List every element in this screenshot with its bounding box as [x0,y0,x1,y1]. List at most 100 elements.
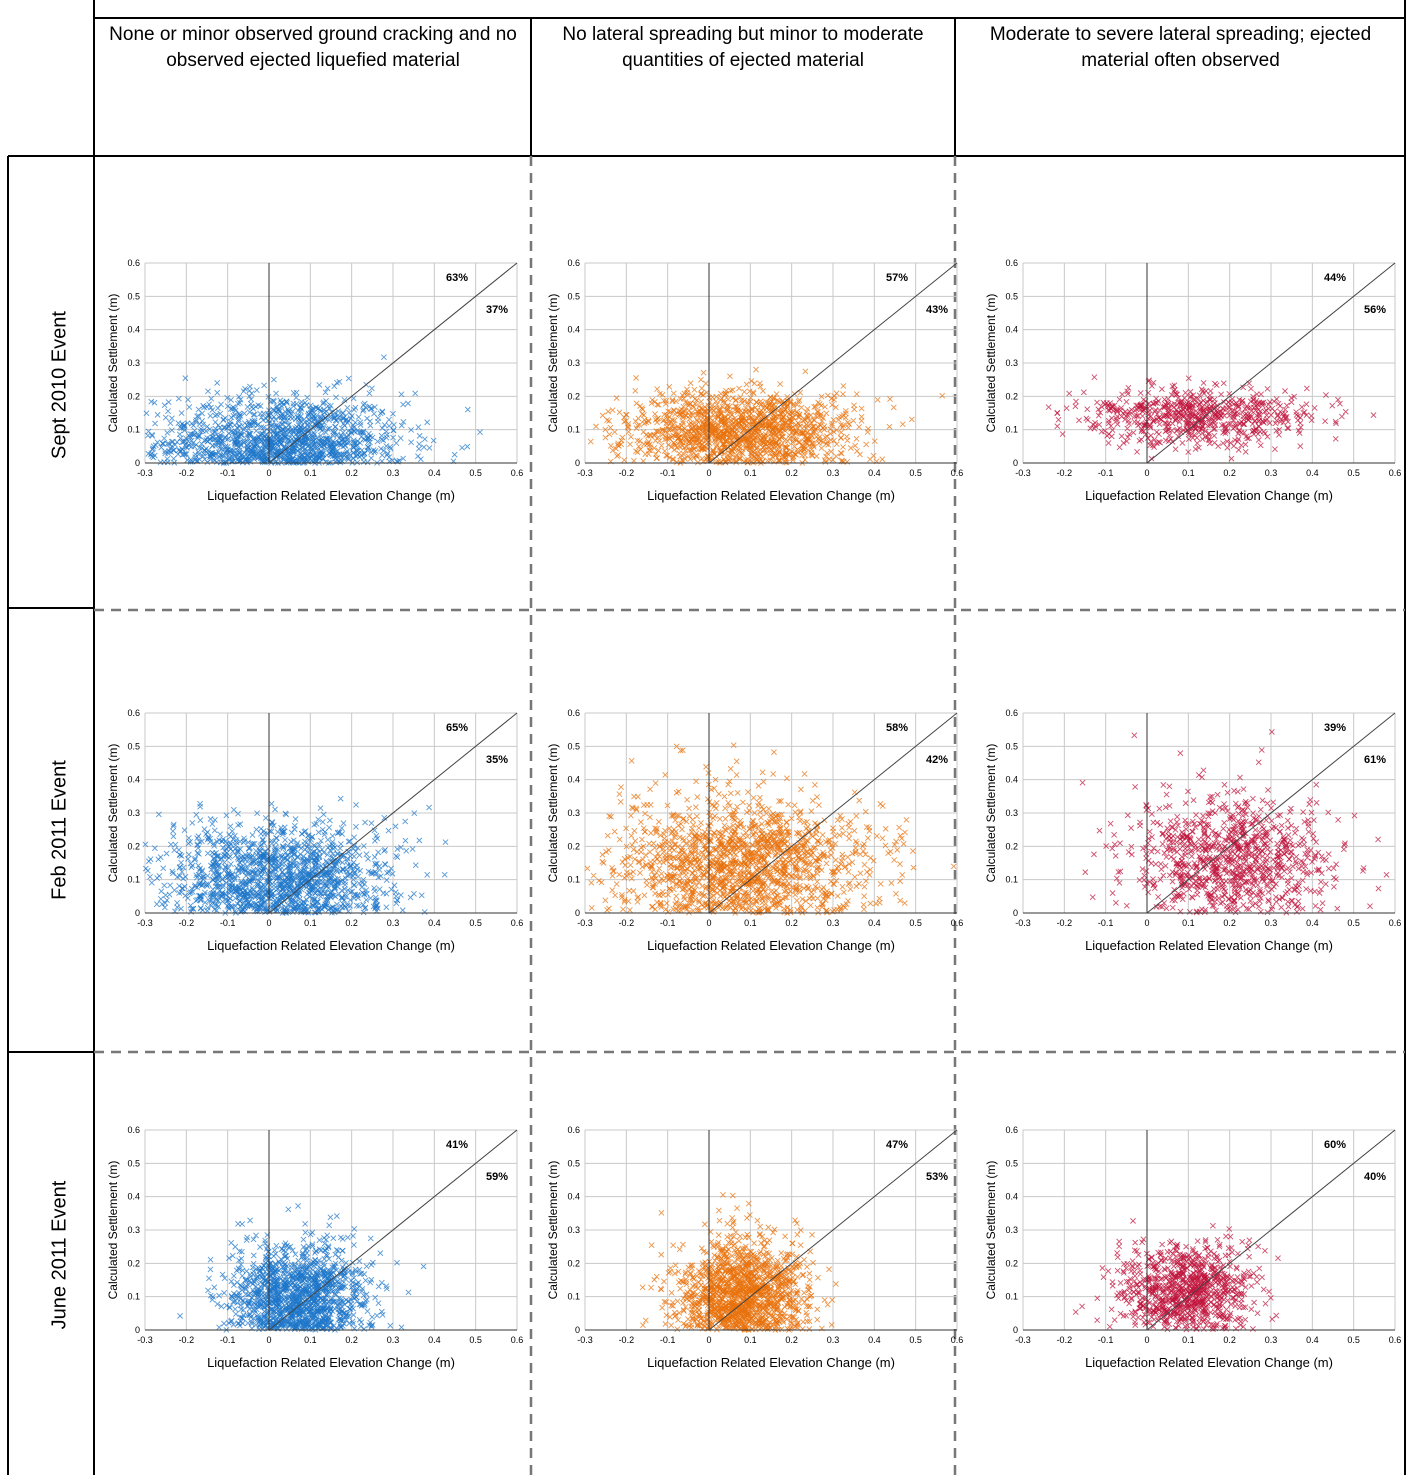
data-point [207,839,214,845]
data-point [400,401,407,408]
data-point [256,860,263,867]
data-point [344,887,351,894]
data-point [676,450,683,457]
data-point [253,826,260,833]
data-point [1130,429,1137,436]
data-point [326,417,333,423]
data-point [191,443,198,450]
data-point [663,452,670,459]
data-point [747,414,754,421]
data-point [430,437,437,444]
data-point [656,438,663,444]
data-point [215,853,221,860]
data-point [177,863,183,870]
data-point [775,420,781,427]
data-point [244,459,251,466]
data-point [1164,399,1171,406]
data-point [366,403,373,410]
data-point [1125,384,1132,391]
data-point [341,397,348,403]
data-point [746,388,753,395]
data-point [1332,435,1339,442]
data-point [797,817,803,824]
data-point [350,444,357,451]
data-point [1162,437,1169,444]
data-point [379,452,386,459]
data-point [670,390,677,397]
data-point [364,444,371,450]
data-point [416,837,423,844]
data-point [362,819,368,826]
data-point [340,820,347,827]
data-point [265,879,272,886]
data-point [844,458,851,465]
data-point [838,450,845,457]
data-point [241,410,248,417]
data-point [345,872,352,879]
data-point [770,441,776,448]
data-point [840,444,846,450]
data-point [243,432,250,438]
x-axis-label: Liquefaction Related Elevation Change (m… [647,488,895,503]
data-point [1337,400,1343,407]
data-point [202,428,209,435]
data-point [324,851,331,858]
data-point [797,447,804,454]
data-points [1045,374,1377,462]
data-point [174,899,181,906]
data-point [729,448,736,455]
data-point [290,390,297,396]
data-point [322,389,329,396]
data-point [232,895,239,902]
data-point [688,420,695,426]
data-point [408,426,415,433]
data-point [890,404,897,411]
data-point [604,417,610,424]
data-point [271,413,277,420]
data-point [808,436,815,443]
data-point [253,851,260,858]
data-point [295,422,302,428]
data-point [810,416,817,423]
data-point [214,876,221,883]
y-tick-label: 0 [135,908,140,918]
data-point [179,439,186,446]
data-point [307,871,313,878]
data-point [1155,398,1162,404]
data-point [320,811,327,818]
data-point [1223,405,1230,411]
data-point [1114,413,1121,420]
data-point [426,444,433,451]
data-point [744,833,751,840]
data-point [195,433,201,439]
data-point [210,840,217,847]
data-point [209,436,216,443]
data-point [1214,409,1221,416]
data-points [584,742,957,916]
data-point [1243,403,1250,409]
data-point [1226,412,1233,419]
data-point [879,456,886,463]
data-point [1248,407,1255,414]
data-point [1242,448,1249,455]
data-point [808,452,815,458]
data-point [750,832,756,838]
data-point [192,451,199,458]
one-to-one-line [268,712,518,914]
data-point [194,413,201,420]
data-point [220,853,227,860]
data-point [694,418,701,425]
data-point [154,875,161,881]
data-point [1160,404,1166,410]
data-point [204,423,211,430]
data-point [324,869,331,876]
data-point [311,441,318,448]
data-point [1232,437,1238,444]
data-point [281,418,288,425]
data-point [256,846,263,853]
data-point [194,835,201,842]
data-point [270,852,277,859]
data-point [776,399,783,406]
data-point [814,870,821,877]
data-point [209,442,216,449]
